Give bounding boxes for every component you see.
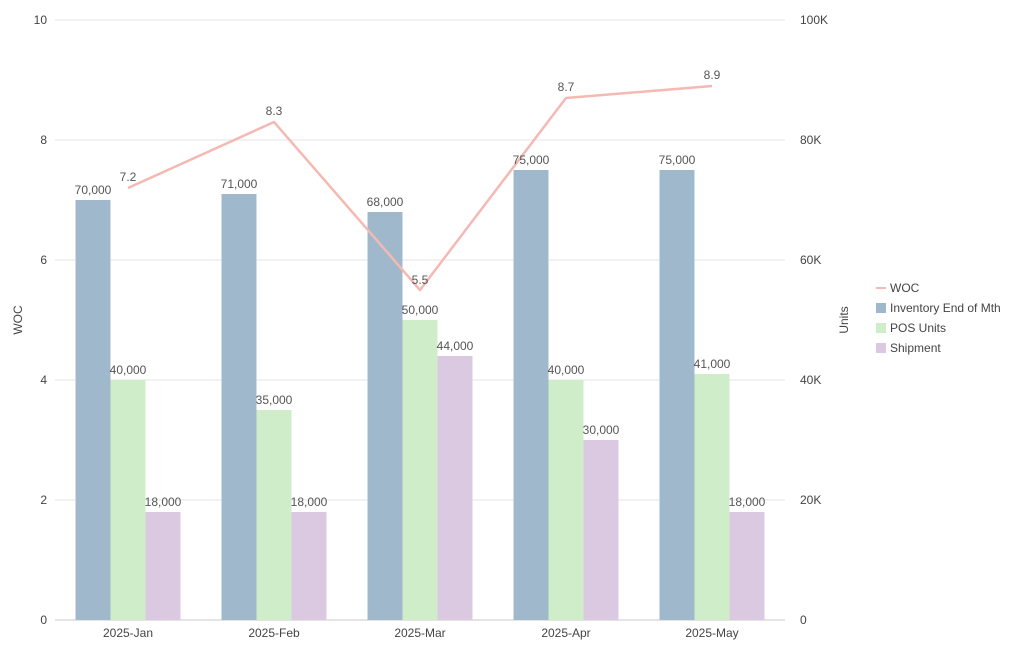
legend-swatch <box>876 343 886 353</box>
x-tick-label: 2025-Jan <box>103 626 153 640</box>
bar-data-label: 35,000 <box>256 393 293 407</box>
legend-label: Inventory End of Mth <box>890 301 1001 315</box>
legend-swatch <box>876 323 886 333</box>
bar-pos-units[interactable] <box>256 410 292 620</box>
y-left-tick-label: 6 <box>40 253 47 267</box>
woc-data-label: 5.5 <box>412 273 429 287</box>
legend-swatch <box>876 303 886 313</box>
x-tick-label: 2025-Mar <box>394 626 445 640</box>
y-right-tick-label: 60K <box>800 253 821 267</box>
bar-data-label: 44,000 <box>437 339 474 353</box>
y-right-tick-label: 40K <box>800 373 821 387</box>
bar-data-label: 50,000 <box>402 303 439 317</box>
bar-data-label: 75,000 <box>513 153 550 167</box>
y-left-tick-label: 2 <box>40 493 47 507</box>
y-right-tick-label: 20K <box>800 493 821 507</box>
bar-data-label: 18,000 <box>291 495 328 509</box>
x-tick-label: 2025-May <box>685 626 738 640</box>
bar-data-label: 41,000 <box>694 357 731 371</box>
legend-item[interactable]: Shipment <box>876 341 941 355</box>
woc-line-series <box>127 84 713 292</box>
woc-data-label: 8.9 <box>704 68 721 82</box>
woc-data-label: 8.7 <box>558 80 575 94</box>
y-right-tick-label: 100K <box>800 13 828 27</box>
bar-data-label: 30,000 <box>583 423 620 437</box>
y-left-tick-label: 0 <box>40 613 47 627</box>
bar-series <box>75 170 765 620</box>
bar-data-label: 18,000 <box>145 495 182 509</box>
woc-line[interactable] <box>127 84 713 292</box>
y-left-tick-label: 4 <box>40 373 47 387</box>
bar-data-label: 68,000 <box>367 195 404 209</box>
woc-data-label: 7.2 <box>120 170 137 184</box>
legend-label: WOC <box>890 281 920 295</box>
bar-shipment[interactable] <box>291 512 327 620</box>
bar-data-label: 70,000 <box>75 183 112 197</box>
bar-data-label: 18,000 <box>729 495 766 509</box>
y-left-tick-label: 8 <box>40 133 47 147</box>
bar-inventory-end-of-mth[interactable] <box>75 200 111 620</box>
legend-label: Shipment <box>890 341 941 355</box>
legend: WOC Inventory End of Mth POS Units Shipment <box>876 281 1001 355</box>
bar-data-label: 71,000 <box>221 177 258 191</box>
x-tick-label: 2025-Apr <box>541 626 590 640</box>
y-left-tick-label: 10 <box>34 13 48 27</box>
bar-shipment[interactable] <box>583 440 619 620</box>
x-tick-label: 2025-Feb <box>248 626 300 640</box>
data-labels: 70,000 71,000 68,000 75,000 75,000 40,000 35,0… <box>75 68 766 509</box>
bar-data-label: 40,000 <box>110 363 147 377</box>
bar-inventory-end-of-mth[interactable] <box>367 212 403 620</box>
y-right-tick-label: 80K <box>800 133 821 147</box>
bar-shipment[interactable] <box>729 512 765 620</box>
legend-item[interactable]: POS Units <box>876 321 946 335</box>
y-axis-right-title: Units <box>837 306 851 333</box>
y-right-tick-label: 0 <box>800 613 807 627</box>
bar-shipment[interactable] <box>437 356 473 620</box>
bar-data-label: 40,000 <box>548 363 585 377</box>
bar-pos-units[interactable] <box>548 380 584 620</box>
bar-pos-units[interactable] <box>402 320 438 620</box>
legend-label: POS Units <box>890 321 946 335</box>
legend-item[interactable]: Inventory End of Mth <box>876 301 1001 315</box>
axes: WOC Units 0 2 4 6 8 10 0 20K 40K 60K 80K 100K 2025-J… <box>11 13 851 640</box>
legend-item[interactable]: WOC <box>876 281 920 295</box>
bar-shipment[interactable] <box>145 512 181 620</box>
bar-inventory-end-of-mth[interactable] <box>659 170 695 620</box>
bar-data-label: 75,000 <box>659 153 696 167</box>
bar-inventory-end-of-mth[interactable] <box>513 170 549 620</box>
bar-pos-units[interactable] <box>694 374 730 620</box>
bar-pos-units[interactable] <box>110 380 146 620</box>
bar-inventory-end-of-mth[interactable] <box>221 194 257 620</box>
y-axis-left-title: WOC <box>11 305 25 335</box>
woc-data-label: 8.3 <box>266 104 283 118</box>
